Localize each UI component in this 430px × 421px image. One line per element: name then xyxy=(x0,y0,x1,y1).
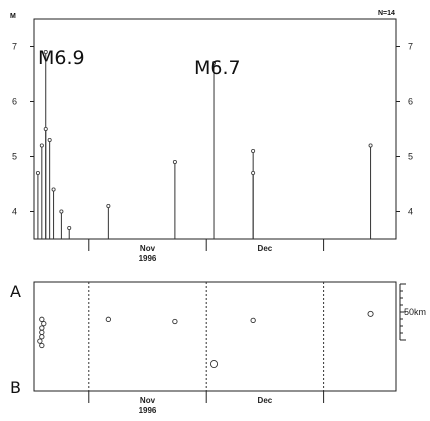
annotation-m69: M6.9 xyxy=(38,47,85,69)
x-tick-label: Dec xyxy=(258,244,273,253)
magnitude-stems xyxy=(35,50,373,239)
distance-scale-bar xyxy=(399,283,406,341)
x-tick-label: Dec xyxy=(258,396,273,405)
top-plot-frame xyxy=(33,18,397,240)
event-location-point xyxy=(105,316,112,322)
event-locations xyxy=(37,310,374,369)
event-location-point xyxy=(209,359,219,369)
event-location-point xyxy=(39,325,45,331)
y-tick-label-right: 4 xyxy=(408,207,413,217)
event-location-point xyxy=(39,316,45,322)
magnitude-point xyxy=(59,209,64,214)
y-tick-label-right: 6 xyxy=(408,97,413,107)
y-tick-label-left: 4 xyxy=(12,207,17,217)
magnitude-point xyxy=(172,159,177,164)
y-tick-label-left: 6 xyxy=(12,97,17,107)
magnitude-point xyxy=(51,187,56,192)
month-dividers xyxy=(88,282,325,391)
magnitude-point xyxy=(368,143,373,148)
y-tick-label-left: 5 xyxy=(12,152,17,162)
magnitude-point xyxy=(43,127,48,132)
x-tick-label: Nov xyxy=(140,396,156,405)
scale-label: 50km xyxy=(404,307,426,317)
magnitude-point xyxy=(106,203,111,208)
magnitude-point xyxy=(43,50,48,55)
magnitude-point xyxy=(251,148,256,153)
event-count-label: N=14 xyxy=(378,10,395,17)
event-location-point xyxy=(39,342,45,349)
bottom-plot-frame xyxy=(33,281,397,392)
magnitude-point xyxy=(251,170,256,175)
event-location-point xyxy=(39,329,45,336)
event-location-point xyxy=(172,318,178,325)
event-location-point xyxy=(367,310,374,317)
event-location-point xyxy=(37,338,43,344)
y-tick-label-right: 5 xyxy=(408,152,413,162)
y-tick-label-right: 7 xyxy=(408,42,413,52)
panel-label-a: A xyxy=(10,282,21,301)
top-y-ticks: 4 4 5 5 6 6 7 7 xyxy=(12,42,413,217)
x-tick-sublabel: 1996 xyxy=(139,254,157,263)
magnitude-point xyxy=(47,137,52,142)
event-location-point xyxy=(250,317,256,324)
event-location-point xyxy=(41,321,47,327)
y-axis-label: M xyxy=(10,13,16,20)
event-location-point xyxy=(39,334,45,340)
x-tick-label: Nov xyxy=(140,244,156,253)
magnitude-point xyxy=(39,143,44,148)
magnitude-point xyxy=(212,61,217,66)
magnitude-point xyxy=(35,170,40,175)
y-tick-label-left: 7 xyxy=(12,42,17,52)
magnitude-point xyxy=(67,225,72,230)
panel-label-b: B xyxy=(10,378,21,397)
annotation-m67: M6.7 xyxy=(194,57,241,79)
x-tick-sublabel: 1996 xyxy=(139,406,157,415)
